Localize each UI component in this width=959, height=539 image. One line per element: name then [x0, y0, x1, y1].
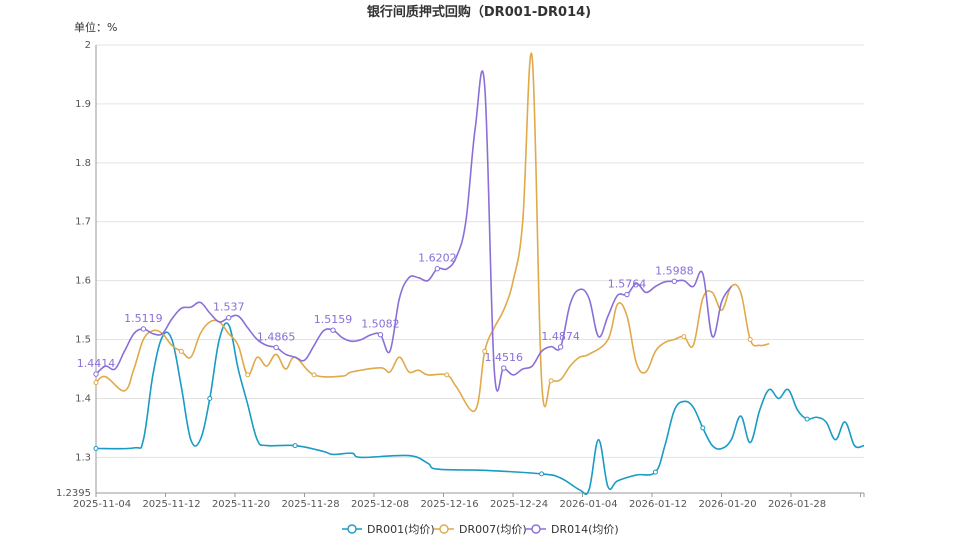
data-label: 1.4516 [484, 351, 523, 364]
data-point-marker [539, 471, 545, 477]
data-label: 1.4865 [257, 330, 296, 343]
data-point-marker [226, 315, 232, 321]
data-point-marker [273, 344, 279, 351]
legend-marker [531, 524, 541, 534]
legend-label: DR007(均价) [459, 523, 527, 536]
x-tick-label: 2026-01-04 [559, 499, 617, 510]
x-axis: 2025-11-04 2025-11-12 2025-11-20 2025-11-28… [73, 45, 865, 510]
legend-item-1[interactable]: DR001(均价) [342, 523, 435, 536]
legend-marker [439, 524, 449, 534]
data-point-marker [377, 332, 384, 338]
x-tick-label: 2025-12-24 [490, 499, 548, 510]
x-tick-label: 2026-01-12 [629, 499, 687, 510]
data-label: 1.4414 [77, 357, 116, 370]
data-labels: 1.4414 1.5119 1.537 1.4865 1.5159 1.5082 1.620… [77, 252, 810, 477]
data-point-marker [444, 372, 450, 378]
x-tick-label: 2025-11-04 [73, 499, 131, 510]
y-tick-label: 1.5 [75, 335, 91, 346]
legend-label: DR014(均价) [551, 523, 619, 536]
legend-label: DR001(均价) [367, 523, 435, 536]
data-point-marker [671, 278, 678, 285]
legend-item-3[interactable]: DR014(均价) [526, 523, 619, 536]
y-tick-label: 1.9 [75, 99, 91, 110]
series-line-1 [95, 322, 865, 496]
grid-lines [96, 44, 864, 494]
y-tick-label: 2 [85, 40, 91, 51]
data-point-marker [557, 344, 564, 350]
x-tick-label: 2026-01-20 [698, 499, 756, 510]
data-point-marker [681, 334, 687, 340]
chart-title: 银行间质押式回购（DR001-DR014) [367, 4, 591, 20]
y-tick-label: 1.3 [75, 452, 91, 463]
data-label: 1.5159 [314, 313, 353, 326]
data-point-marker [311, 372, 317, 378]
data-point-marker [140, 326, 147, 332]
series-lines [95, 52, 865, 496]
y-tick-label: 1.4 [75, 393, 91, 404]
data-label: 1.5082 [361, 318, 400, 331]
data-point-marker [652, 469, 658, 475]
y-tick-label: 1.7 [75, 217, 91, 228]
x-tick-label: 2025-11-20 [212, 499, 270, 510]
data-point-marker [207, 395, 213, 401]
data-label: 1.537 [213, 301, 245, 314]
data-point-marker [624, 291, 630, 298]
unit-label: 单位：% [74, 20, 117, 34]
x-tick-label: 2025-11-28 [281, 499, 339, 510]
data-point-marker [93, 380, 99, 386]
x-tick-label: 2025-12-16 [420, 499, 478, 510]
legend-item-2[interactable]: DR007(均价) [434, 523, 527, 536]
y-tick-label: 1.2395 [56, 488, 91, 499]
data-label: 1.5119 [124, 312, 163, 325]
data-point-marker [434, 266, 441, 272]
data-label: 1.5764 [608, 278, 647, 291]
x-tick-label: 2025-11-12 [142, 499, 200, 510]
x-tick-label: 2025-12-08 [351, 499, 409, 510]
y-tick-label: 1.6 [75, 276, 91, 287]
y-axis-ticks: 2 1.9 1.8 1.7 1.6 1.5 1.4 1.3 1.2395 [56, 40, 91, 499]
legend-marker [347, 524, 357, 534]
data-point-marker [747, 337, 753, 343]
data-point-marker [804, 416, 810, 422]
data-point-marker [548, 378, 554, 384]
data-point-marker [245, 372, 251, 378]
data-point-marker [292, 443, 298, 449]
data-point-marker [330, 327, 336, 333]
data-point-marker [178, 348, 184, 354]
data-point-marker [93, 446, 99, 452]
data-point-marker [501, 365, 507, 371]
series-line-3 [95, 70, 732, 392]
data-point-marker [700, 425, 706, 431]
series-line-2 [95, 52, 770, 413]
legend[interactable]: DR001(均价) DR007(均价) DR014(均价) [342, 523, 619, 536]
data-label: 1.5988 [655, 264, 694, 277]
data-point-marker [482, 348, 488, 354]
data-label: 1.6202 [418, 252, 457, 265]
data-label: 1.4874 [541, 330, 580, 343]
data-point-marker [93, 371, 99, 377]
y-tick-label: 1.8 [75, 158, 91, 169]
x-tick-label: 2026-01-28 [768, 499, 826, 510]
